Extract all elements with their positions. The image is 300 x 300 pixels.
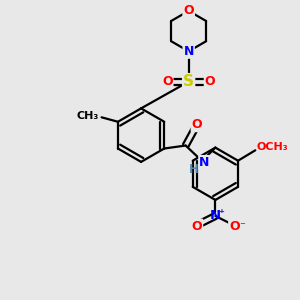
- Text: O: O: [229, 220, 240, 232]
- Text: ⁻: ⁻: [239, 221, 245, 231]
- Text: S: S: [183, 74, 194, 89]
- Text: ⁺: ⁺: [218, 209, 224, 219]
- Text: CH₃: CH₃: [77, 111, 99, 121]
- Text: H: H: [189, 163, 199, 176]
- Text: O: O: [183, 4, 194, 17]
- Text: O: O: [192, 220, 202, 232]
- Text: O: O: [192, 118, 202, 131]
- Text: N: N: [184, 45, 194, 58]
- Text: N: N: [210, 209, 221, 223]
- Text: O: O: [205, 75, 215, 88]
- Text: O: O: [162, 75, 172, 88]
- Text: N: N: [199, 156, 210, 169]
- Text: OCH₃: OCH₃: [257, 142, 288, 152]
